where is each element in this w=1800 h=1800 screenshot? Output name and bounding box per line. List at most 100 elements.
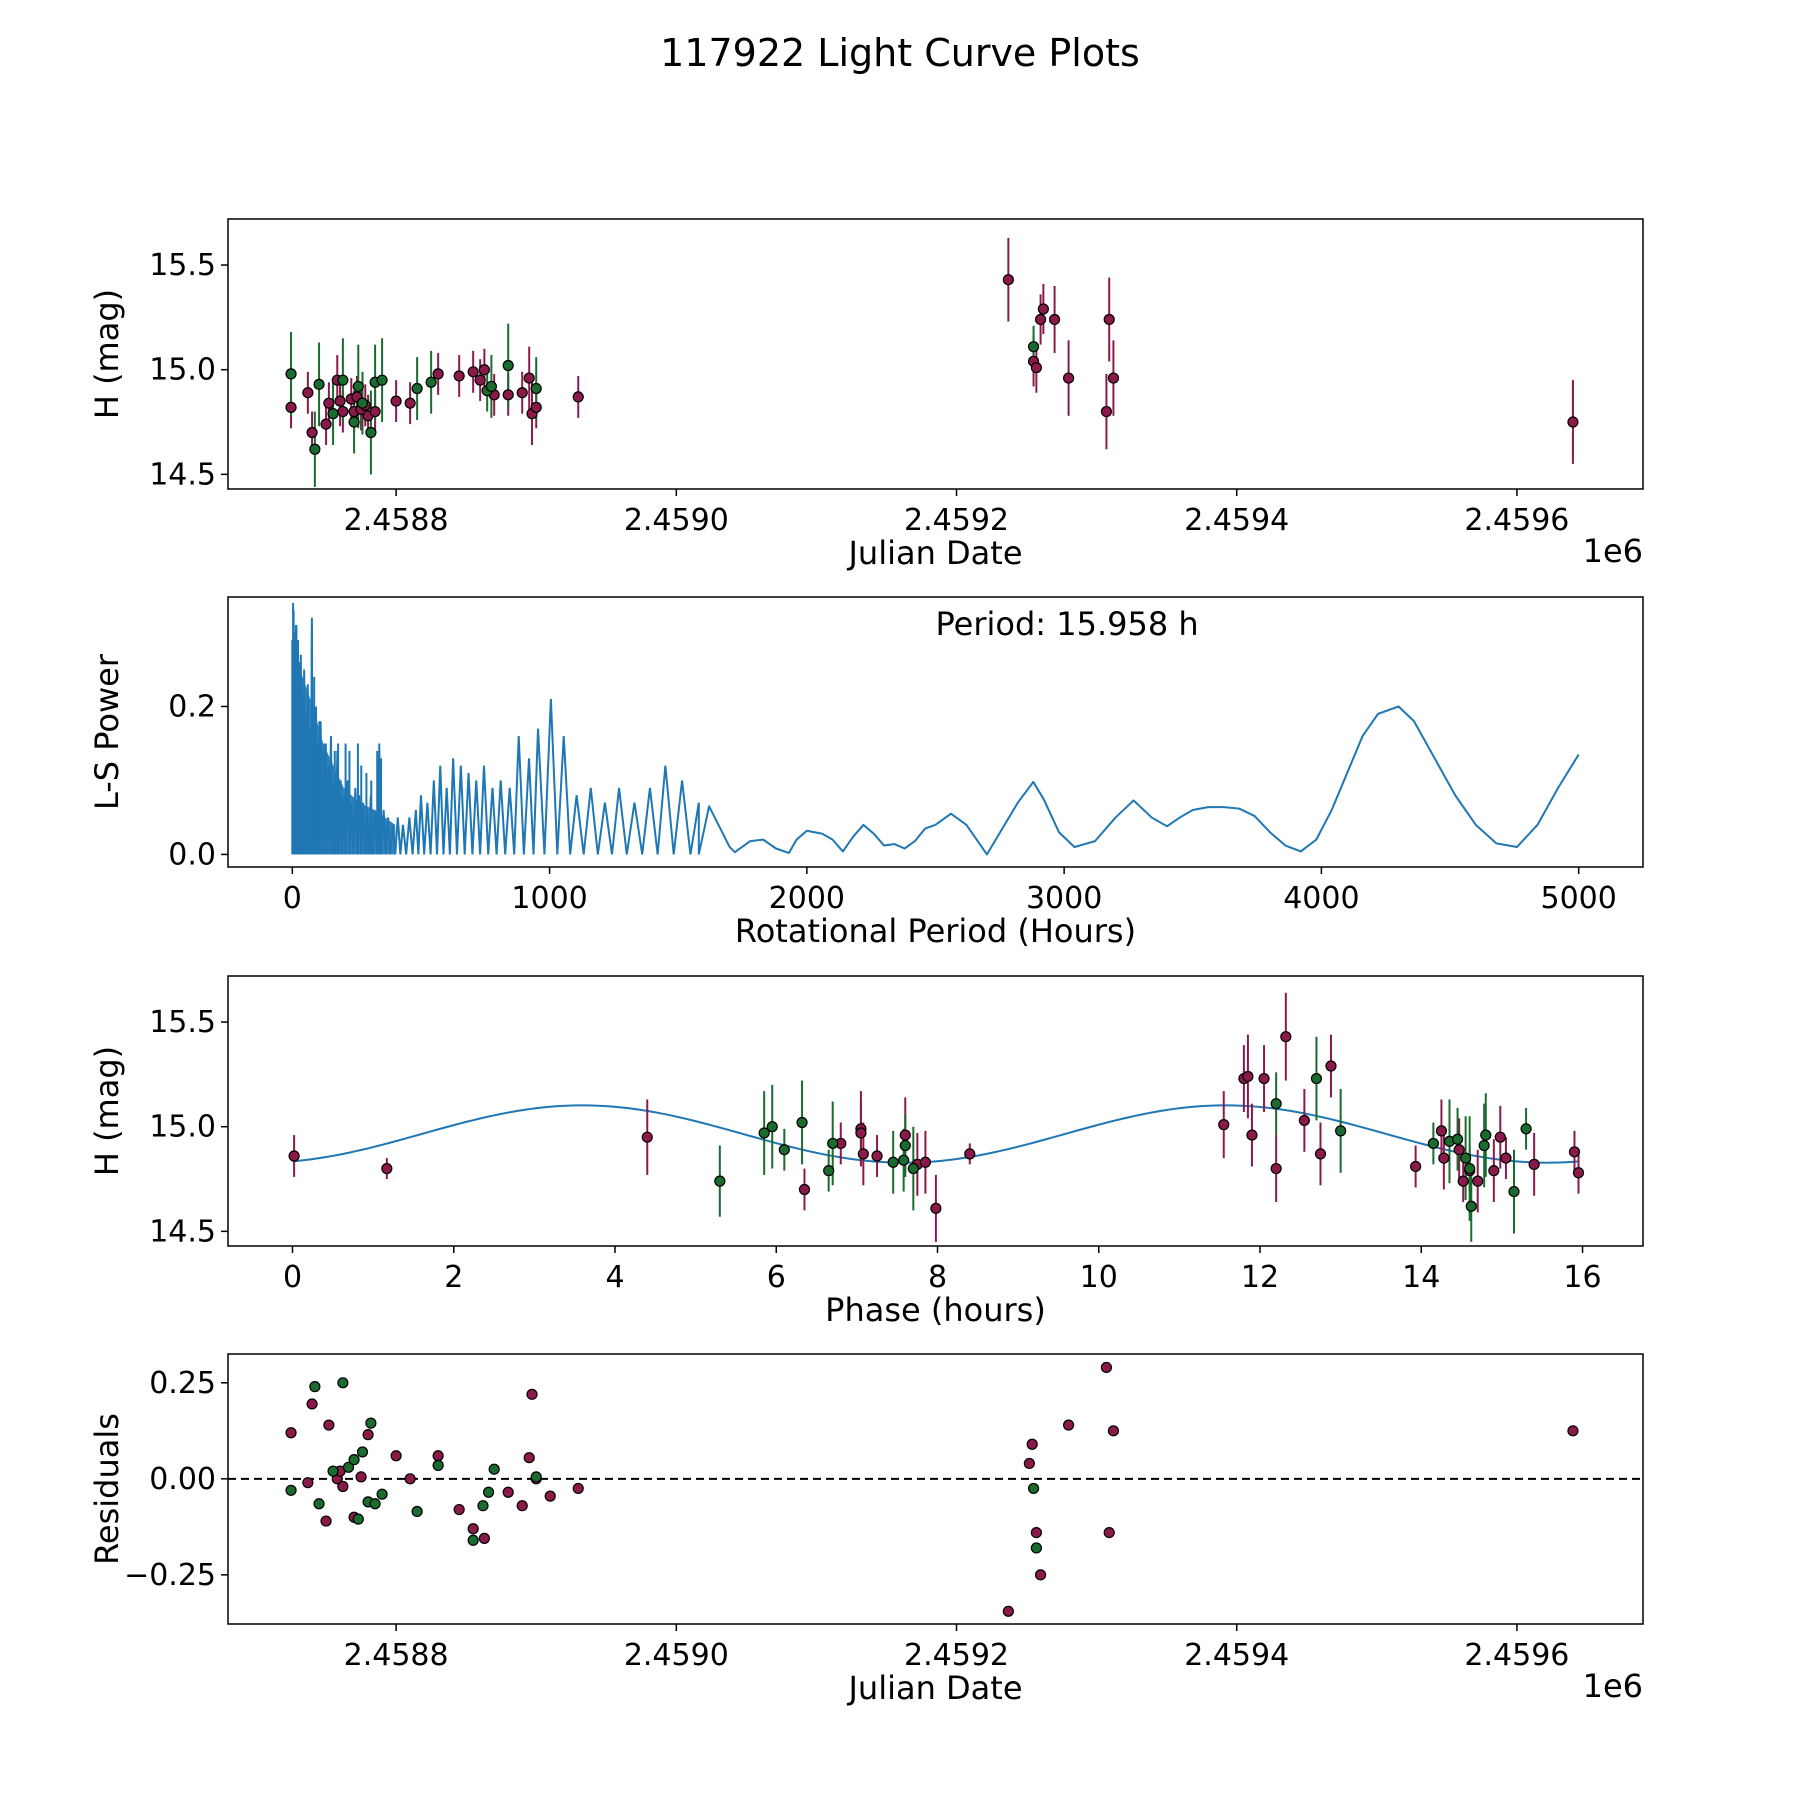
green-residual-point xyxy=(467,1534,479,1546)
green-residual-point xyxy=(356,1446,369,1458)
magenta-data-point xyxy=(855,1127,867,1139)
magenta-data-point xyxy=(1246,1129,1258,1141)
x-tick-label: 4 xyxy=(605,1260,624,1295)
magenta-data-point xyxy=(1528,1158,1540,1170)
magenta-data-point xyxy=(1034,313,1047,326)
magenta-data-point xyxy=(1568,1146,1581,1158)
y-tick-label: 14.5 xyxy=(149,457,216,492)
x-tick-label: 4000 xyxy=(1283,881,1359,916)
magenta-data-point xyxy=(1410,1160,1422,1173)
magenta-residual-point xyxy=(502,1486,514,1498)
x-tick-label: 2.4596 xyxy=(1464,1638,1569,1673)
lightcurve-panel: 2.4588 2.4590 2.4592 2.4594 2.4596 14.5 15.0 15… xyxy=(88,218,1644,572)
y-tick-label: 15.5 xyxy=(149,1005,216,1040)
x-offset-label: 1e6 xyxy=(1583,532,1643,570)
x-tick-label: 2.4590 xyxy=(624,503,729,538)
x-tick-label: 2.4592 xyxy=(904,1638,1009,1673)
magenta-residual-point xyxy=(1107,1425,1120,1437)
magenta-data-point xyxy=(530,401,542,413)
magenta-residual-point xyxy=(523,1452,535,1464)
green-data-point xyxy=(356,397,369,409)
x-offset-label: 1e6 xyxy=(1583,1667,1643,1705)
x-tick-label: 2.4590 xyxy=(624,1638,729,1673)
green-data-point xyxy=(1480,1129,1492,1141)
magenta-data-point xyxy=(1002,274,1014,286)
y-tick-label: 0.25 xyxy=(149,1366,216,1401)
x-tick-label: 12 xyxy=(1241,1260,1279,1295)
magenta-data-point xyxy=(871,1150,883,1162)
magenta-data-point xyxy=(381,1162,393,1175)
green-residual-point xyxy=(482,1486,495,1498)
periodogram-plot-area xyxy=(291,602,1580,856)
magenta-data-point xyxy=(323,397,335,409)
x-tick-label: 14 xyxy=(1402,1260,1440,1295)
magenta-residual-point xyxy=(1103,1526,1115,1539)
magenta-data-point xyxy=(1258,1072,1270,1085)
magenta-data-point xyxy=(288,1150,300,1162)
magenta-residual-point xyxy=(572,1482,584,1495)
x-tick-label: 6 xyxy=(767,1260,786,1295)
magenta-residual-point xyxy=(1100,1361,1113,1374)
magenta-data-point xyxy=(1298,1114,1310,1127)
magenta-data-point xyxy=(930,1202,942,1214)
magenta-data-point xyxy=(1242,1070,1254,1083)
magenta-data-point xyxy=(1500,1152,1512,1164)
magenta-residual-point xyxy=(404,1473,416,1485)
magenta-data-point xyxy=(1435,1125,1448,1137)
magenta-data-point xyxy=(1270,1162,1282,1175)
plot-frame xyxy=(227,975,1644,1247)
magenta-data-point xyxy=(1100,405,1113,418)
magenta-data-point xyxy=(1453,1144,1465,1156)
green-data-point xyxy=(778,1144,790,1156)
x-tick-label: 2 xyxy=(444,1260,463,1295)
green-data-point xyxy=(337,374,349,386)
magenta-data-point xyxy=(523,372,535,384)
magenta-residual-point xyxy=(323,1419,335,1431)
period-annotation: Period: 15.958 h xyxy=(936,605,1199,643)
green-residual-point xyxy=(376,1488,388,1500)
green-data-point xyxy=(758,1127,770,1139)
magenta-data-point xyxy=(798,1183,811,1196)
magenta-data-point xyxy=(306,426,318,439)
magenta-data-point xyxy=(1488,1165,1500,1177)
magenta-data-point xyxy=(404,397,416,409)
green-residual-point xyxy=(432,1459,444,1471)
magenta-data-point xyxy=(302,387,314,399)
x-tick-label: 2.4588 xyxy=(344,1638,449,1673)
magenta-residual-point xyxy=(1030,1526,1042,1539)
x-tick-label: 2.4594 xyxy=(1184,1638,1289,1673)
lightcurve-plot-area xyxy=(285,237,1579,487)
green-data-point xyxy=(823,1165,835,1177)
x-tick-label: 5000 xyxy=(1541,881,1617,916)
magenta-data-point xyxy=(390,395,402,407)
green-residual-point xyxy=(411,1505,423,1518)
y-axis-label: L-S Power xyxy=(88,653,126,810)
y-axis-label: H (mag) xyxy=(88,289,126,419)
magenta-data-point xyxy=(467,366,479,378)
magenta-data-point xyxy=(1457,1175,1469,1187)
magenta-data-point xyxy=(1037,303,1049,315)
green-residual-point xyxy=(1030,1542,1042,1554)
magenta-data-point xyxy=(1048,313,1061,326)
phased-lightcurve-panel: 0 2 4 6 8 10 12 14 16 14.5 15.0 15.5 Phase (hours) H … xyxy=(88,975,1644,1329)
magenta-residual-point xyxy=(355,1471,367,1483)
magenta-residual-point xyxy=(432,1450,444,1462)
x-axis-label: Julian Date xyxy=(846,1669,1022,1707)
green-data-point xyxy=(1335,1125,1347,1137)
green-data-point xyxy=(352,380,364,393)
magenta-data-point xyxy=(334,395,346,407)
x-tick-label: 2000 xyxy=(769,881,845,916)
magenta-residual-point xyxy=(1026,1438,1038,1450)
y-tick-label: 15.0 xyxy=(149,1110,216,1145)
magenta-data-point xyxy=(369,405,381,418)
y-tick-label: 0.2 xyxy=(168,689,216,724)
green-data-point xyxy=(502,359,514,372)
green-data-point xyxy=(327,408,339,420)
green-residual-point xyxy=(309,1381,321,1393)
magenta-data-point xyxy=(1218,1119,1230,1131)
y-tick-label: 0.0 xyxy=(168,837,216,872)
y-tick-label: 0.00 xyxy=(149,1462,216,1497)
magenta-residual-point xyxy=(478,1532,490,1544)
periodogram-panel: Period: 15.958 h 0 1000 2000 3000 4000 5000 0.0… xyxy=(88,596,1644,950)
